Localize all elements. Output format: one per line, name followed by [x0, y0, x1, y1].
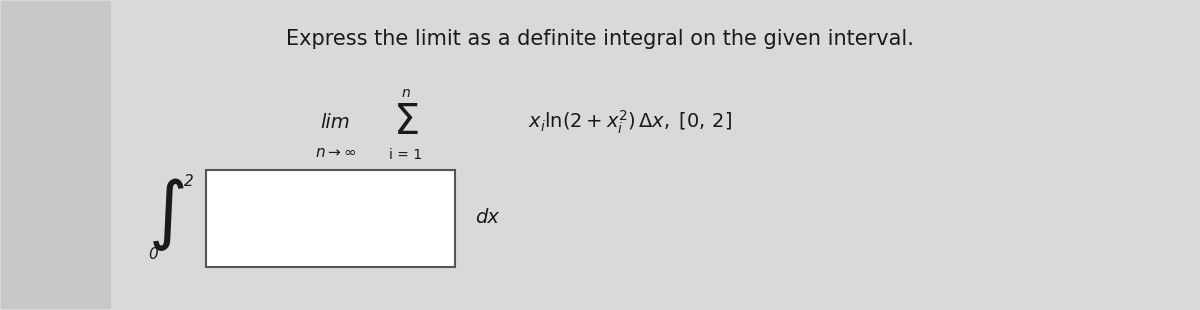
- Text: 2: 2: [184, 174, 194, 189]
- Text: $\int$: $\int$: [148, 176, 185, 253]
- Text: dx: dx: [475, 208, 499, 227]
- Bar: [1, 1, 112, 309]
- Text: Express the limit as a definite integral on the given interval.: Express the limit as a definite integral…: [286, 29, 914, 49]
- Text: $x_i \ln(2 + x_i^2)\,\Delta x,\;[0,\,2]$: $x_i \ln(2 + x_i^2)\,\Delta x,\;[0,\,2]$: [528, 108, 732, 136]
- Text: $n\rightarrow\infty$: $n\rightarrow\infty$: [314, 144, 356, 160]
- Text: lim: lim: [320, 113, 350, 132]
- Text: i = 1: i = 1: [389, 148, 422, 162]
- Text: $\Sigma$: $\Sigma$: [392, 101, 419, 143]
- Text: 0: 0: [148, 246, 158, 262]
- Text: n: n: [401, 86, 410, 100]
- FancyBboxPatch shape: [206, 170, 455, 267]
